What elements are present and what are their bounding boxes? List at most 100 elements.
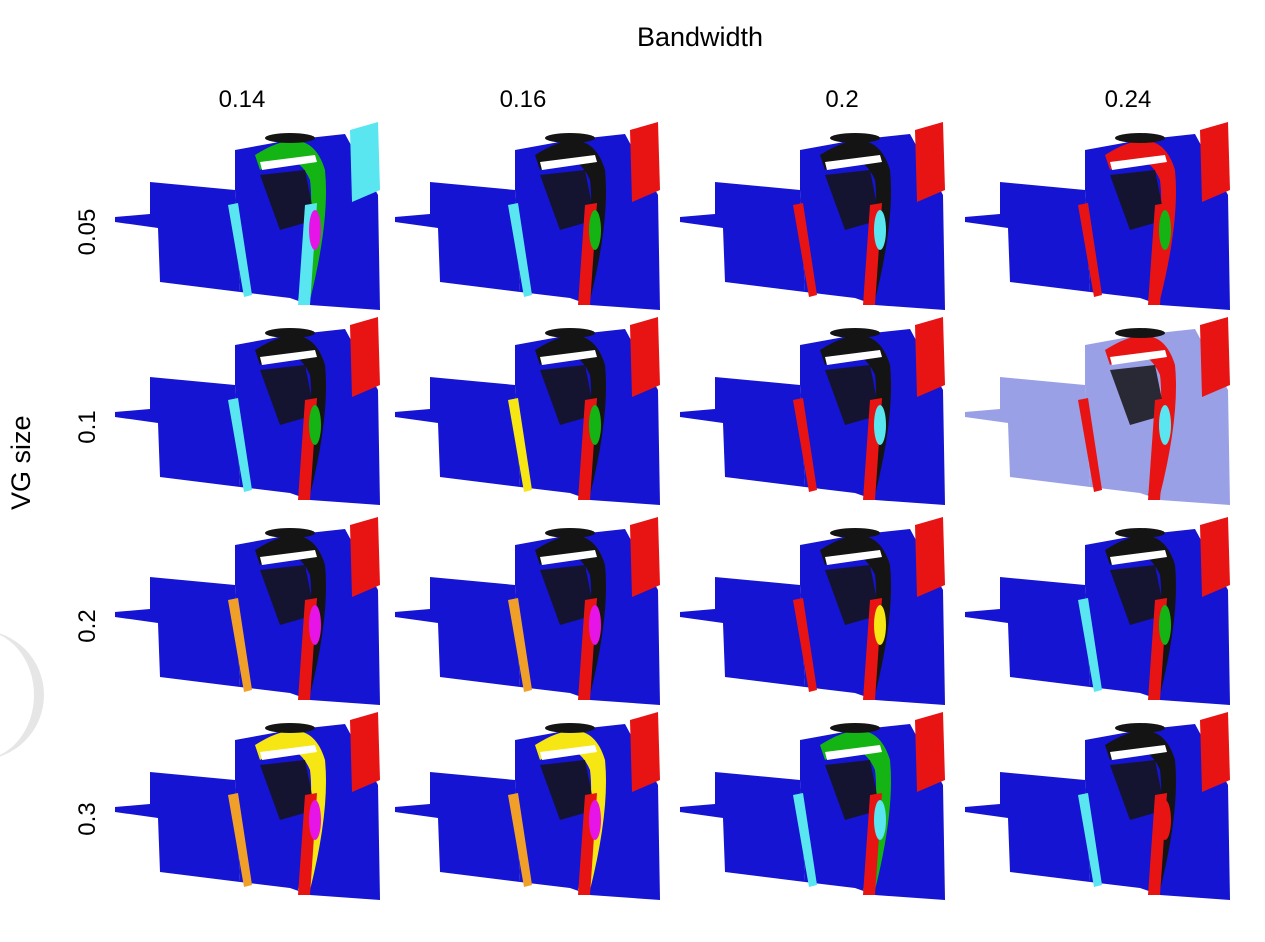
segment-accent <box>1159 605 1171 645</box>
point-cloud-thumbnail <box>110 110 400 320</box>
segment-right <box>630 712 660 792</box>
gap <box>1110 745 1167 760</box>
wall-panel-left <box>115 377 240 487</box>
point-cloud-thumbnail <box>390 700 680 910</box>
wall-panel-left <box>680 577 805 687</box>
decorative-arc <box>0 630 44 760</box>
wall-panel-left <box>395 182 520 292</box>
segment-strip <box>1078 793 1102 887</box>
segment-strip <box>793 598 817 692</box>
wall-panel-left <box>965 577 1090 687</box>
wall-panel-left <box>115 577 240 687</box>
segment-strip <box>793 203 817 297</box>
wall-panel-left <box>965 377 1090 487</box>
segment-strip <box>1078 398 1102 492</box>
segment-strip <box>1078 203 1102 297</box>
segment-right <box>350 517 380 597</box>
point-cloud-thumbnail <box>675 110 965 320</box>
column-label: 0.2 <box>825 86 859 113</box>
segment-inner <box>260 760 315 820</box>
wall-panel-left <box>680 377 805 487</box>
row-label: 0.2 <box>74 609 101 643</box>
segment-inner <box>825 170 880 230</box>
gap <box>825 350 882 365</box>
segment-inner <box>825 565 880 625</box>
row-axis-title: VG size <box>6 415 36 510</box>
gap <box>825 745 882 760</box>
segment-right <box>915 712 945 792</box>
point-cloud-thumbnail <box>390 505 680 715</box>
point-cloud-thumbnail <box>960 110 1250 320</box>
point-cloud-thumbnail <box>390 110 680 320</box>
segment-top <box>545 133 595 143</box>
segment-inner <box>540 760 595 820</box>
wall-panel-left <box>115 772 240 882</box>
segment-strip <box>793 398 817 492</box>
segment-accent <box>589 800 601 840</box>
row-label: 0.3 <box>74 802 101 836</box>
segment-right <box>350 317 380 397</box>
gap <box>825 550 882 565</box>
segment-strip <box>508 203 532 297</box>
segment-strip <box>1078 598 1102 692</box>
segment-inner <box>540 365 595 425</box>
segment-inner <box>540 170 595 230</box>
point-cloud-thumbnail <box>675 700 965 910</box>
point-cloud-thumbnail <box>110 305 400 515</box>
gap <box>260 550 317 565</box>
point-cloud-thumbnail <box>675 505 965 715</box>
segment-inner <box>825 760 880 820</box>
segment-inner <box>825 365 880 425</box>
row-label: 0.1 <box>74 410 101 444</box>
gap <box>260 745 317 760</box>
segment-accent <box>309 210 321 250</box>
segment-top <box>830 133 880 143</box>
wall-panel-left <box>680 772 805 882</box>
point-cloud-thumbnail <box>110 700 400 910</box>
segment-strip <box>228 598 252 692</box>
wall-panel-left <box>395 377 520 487</box>
segment-right <box>1200 317 1230 397</box>
wall-panel-left <box>395 577 520 687</box>
gap <box>540 550 597 565</box>
point-cloud-thumbnail <box>675 305 965 515</box>
segment-right <box>1200 122 1230 202</box>
wall-panel-left <box>395 772 520 882</box>
segment-top <box>265 723 315 733</box>
gap <box>260 350 317 365</box>
segment-strip <box>228 203 252 297</box>
segment-inner <box>260 365 315 425</box>
segment-strip <box>508 598 532 692</box>
wall-panel-left <box>965 772 1090 882</box>
segment-right <box>1200 712 1230 792</box>
segment-accent <box>309 405 321 445</box>
segment-accent <box>1159 210 1171 250</box>
segment-top <box>830 328 880 338</box>
segment-top <box>1115 133 1165 143</box>
segment-strip <box>508 398 532 492</box>
segment-top <box>830 723 880 733</box>
column-label: 0.14 <box>218 86 266 113</box>
segment-top <box>545 723 595 733</box>
segment-accent <box>589 605 601 645</box>
segment-inner <box>1110 365 1165 425</box>
segment-strip <box>508 793 532 887</box>
segment-top <box>1115 723 1165 733</box>
point-cloud-thumbnail <box>110 505 400 715</box>
segment-strip <box>793 793 817 887</box>
wall-panel-left <box>965 182 1090 292</box>
segment-inner <box>1110 760 1165 820</box>
segment-accent <box>874 210 886 250</box>
segment-top <box>545 328 595 338</box>
segment-right <box>350 712 380 792</box>
segment-right <box>630 517 660 597</box>
segment-inner <box>1110 170 1165 230</box>
segment-top <box>545 528 595 538</box>
segment-accent <box>1159 800 1171 840</box>
column-axis-title: Bandwidth <box>636 22 764 52</box>
segment-accent <box>589 210 601 250</box>
wall-panel-left <box>680 182 805 292</box>
segment-inner <box>260 565 315 625</box>
gap <box>540 745 597 760</box>
segment-right <box>915 517 945 597</box>
